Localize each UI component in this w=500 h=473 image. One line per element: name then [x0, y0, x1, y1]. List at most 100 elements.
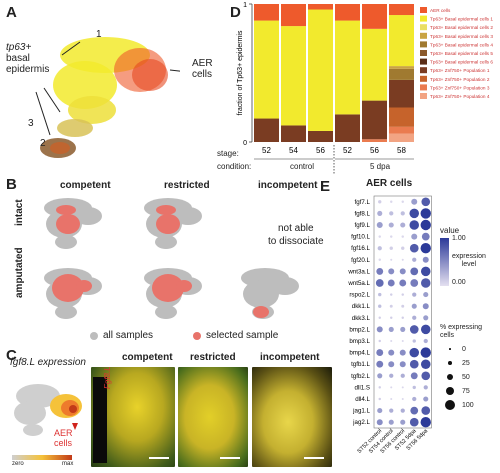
dot-cell: [399, 361, 406, 368]
stacked-bar-segment: [362, 139, 387, 142]
dot-cell: [376, 349, 384, 357]
e-legend-value: value 1.00 expression level 0.00: [440, 226, 492, 286]
dot-cell: [377, 246, 382, 251]
stacked-bar-segment: [389, 79, 414, 108]
c-col-restricted: restricted: [190, 352, 236, 363]
dot-cell: [376, 222, 383, 228]
panel-label-d: D: [230, 4, 241, 21]
b-col-competent: competent: [60, 180, 111, 191]
dot-cell: [376, 419, 383, 426]
gene-label: fgf16.L: [351, 245, 370, 252]
condition-5dpa: 5 dpa: [370, 162, 391, 171]
stacked-bar-segment: [389, 15, 414, 67]
dot-cell: [389, 211, 394, 216]
pct-legend-value: 50: [462, 373, 470, 381]
dot-cell: [400, 408, 405, 413]
gene-label: wnt3a.L: [347, 268, 370, 275]
b-row-intact: intact: [14, 199, 25, 226]
pct-legend-value: 0: [461, 345, 466, 353]
fgf8-photo-label: Fgf8.L: [103, 367, 112, 389]
legend-entry: Tp63+ Znf750+ Population 4: [430, 94, 490, 99]
c-title: fgf8.L expression: [10, 357, 86, 368]
dot-cell: [409, 243, 419, 253]
cluster-2-label: 2: [40, 138, 46, 149]
stacked-bar-segment: [362, 4, 387, 29]
dot-cell: [389, 246, 393, 250]
legend-entry: Tp63+ Znf750+ Population 1: [430, 68, 490, 73]
photo-restricted: [178, 367, 248, 467]
dot-cell: [412, 385, 416, 390]
dot-cell: [409, 359, 419, 369]
dot-cell: [411, 303, 417, 309]
dot-cell: [409, 220, 420, 230]
dot-cell: [377, 210, 383, 216]
dot-cell: [412, 292, 417, 297]
e-legend-pct-title: % expressing cells: [440, 324, 483, 339]
dot-cell: [376, 360, 384, 368]
dot-cell: [401, 235, 404, 238]
dot-plot-frame: [373, 195, 432, 429]
gene-label: fgf20.L: [351, 257, 370, 264]
gene-label: bmp2.L: [349, 326, 370, 333]
stacked-bar-segment: [335, 4, 360, 21]
b-legend: all samples selected sample: [90, 330, 278, 341]
dot-cell: [421, 371, 431, 381]
dot-cell: [401, 200, 404, 204]
stacked-bar-segment: [389, 4, 414, 16]
dot-cell: [400, 211, 405, 216]
legend-entry: AER cells: [430, 8, 451, 13]
dot-cell: [390, 293, 393, 296]
legend-value-mid: expression level: [452, 253, 486, 268]
stacked-bar-segment: [281, 4, 306, 27]
legend-entry: Tp63+ Basal epidermal cells 6: [430, 60, 493, 65]
umap-cell-clusters: [35, 37, 180, 158]
dot-cell: [421, 197, 431, 207]
y-axis-label: fraction of Tp63+ epidermis: [237, 30, 244, 115]
pct-legend-dot: [447, 374, 453, 380]
legend-entry: Tp63+ Basal epidermal cells 4: [430, 42, 493, 47]
pct-legend-dot: [444, 399, 456, 411]
umap-grid: [30, 190, 330, 340]
dot-cell: [376, 326, 383, 333]
dot-cell: [420, 243, 431, 254]
stacked-bar-segment: [254, 118, 279, 142]
condition-control: control: [290, 162, 315, 171]
dot-cell: [400, 222, 406, 228]
condition-axis-label: condition:: [217, 162, 252, 171]
pct-legend-value: 25: [461, 359, 470, 367]
legend-all-label: all samples: [103, 330, 154, 341]
cluster-3-label: 3: [28, 118, 34, 129]
legend-selected-label: selected sample: [206, 330, 279, 341]
dot-cell: [412, 396, 417, 402]
dot-cell: [375, 279, 384, 287]
umap-thumbnail: [144, 268, 202, 319]
dot-cell: [411, 198, 418, 205]
dot-cell: [378, 304, 382, 308]
dot-cell: [390, 200, 393, 204]
scale-bar: [304, 457, 324, 459]
stacked-bar-segment: [254, 4, 279, 21]
dot-cell: [389, 408, 394, 413]
stacked-bar-segment: [362, 28, 387, 101]
scale-bar: [149, 457, 169, 459]
gene-label: jag2.L: [352, 419, 370, 426]
dot-cell: [390, 339, 393, 343]
legend-swatch: [420, 7, 427, 13]
dot-cell: [410, 267, 419, 276]
legend-swatch: [420, 32, 427, 39]
stacked-bar-segment: [335, 20, 360, 115]
dot-cell: [388, 326, 394, 332]
dot-cell: [409, 325, 419, 334]
x-tick-label: 52: [343, 146, 352, 155]
stacked-bar-segment: [254, 20, 279, 119]
dot-cell: [420, 219, 431, 231]
dot-cell: [378, 386, 381, 389]
legend-swatch: [420, 24, 427, 31]
stacked-bar-segment: [281, 125, 306, 142]
dot-cell: [377, 373, 383, 379]
dot-cell: [411, 233, 418, 240]
dot-cell: [422, 256, 429, 263]
dot-cell: [420, 347, 431, 358]
c-col-competent: competent: [122, 352, 173, 363]
pct-legend-value: 100: [461, 401, 474, 409]
